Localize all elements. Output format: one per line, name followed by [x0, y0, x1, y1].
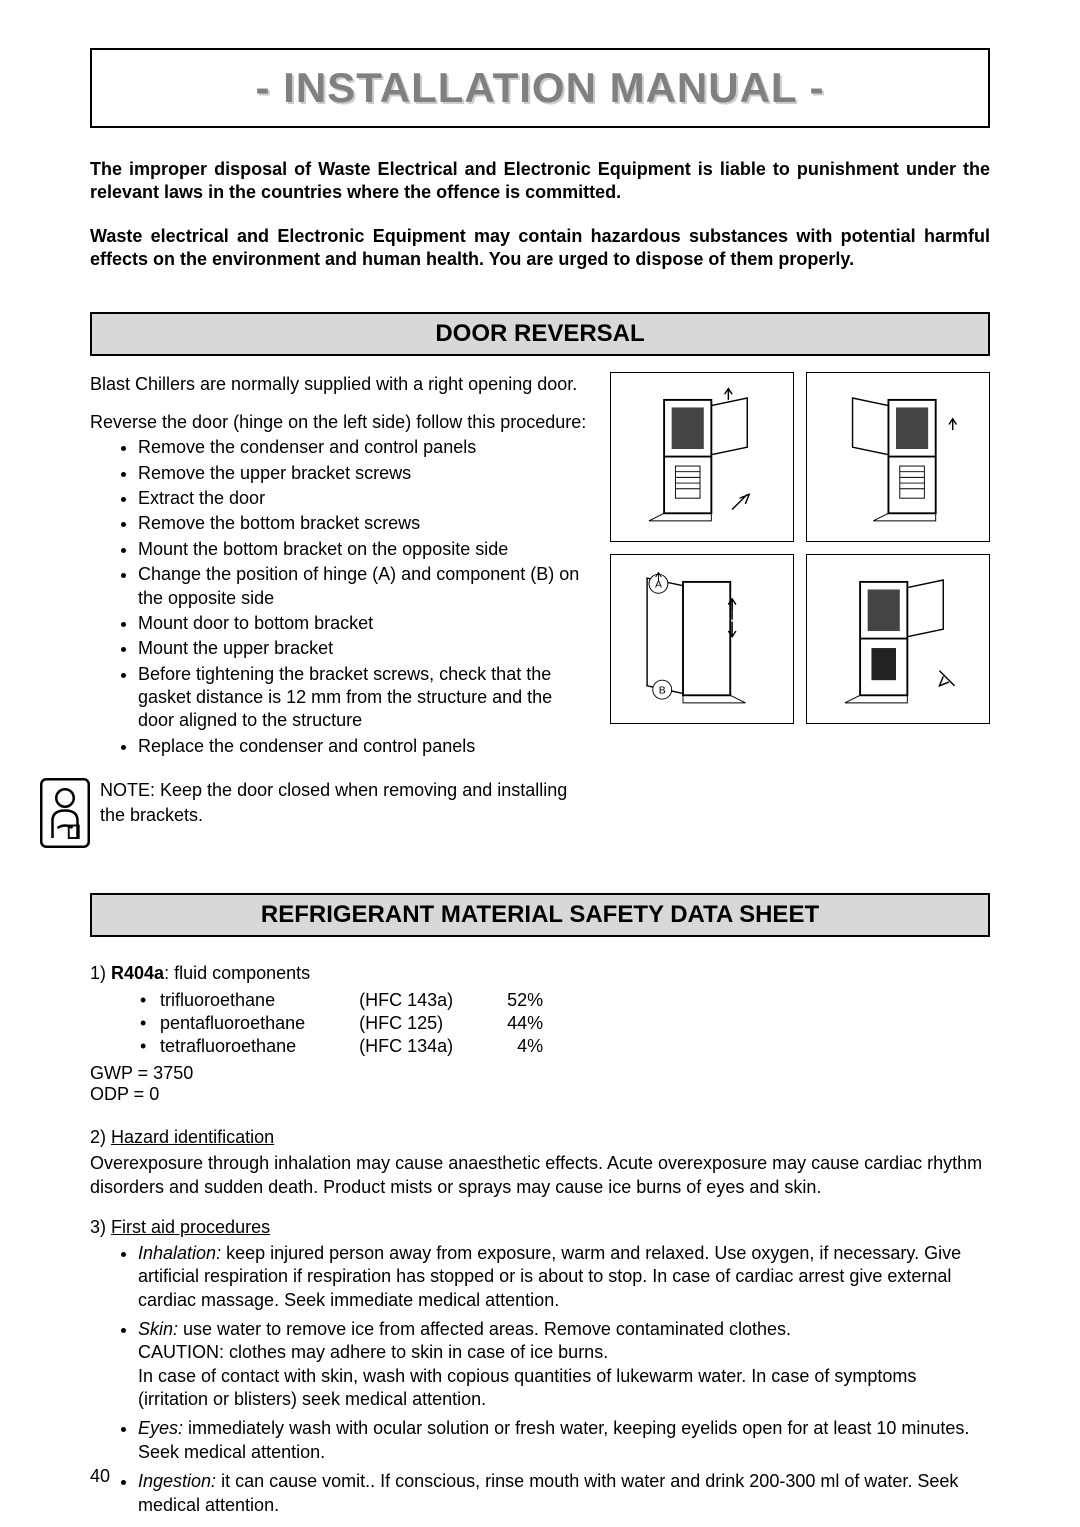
odp-line: ODP = 0	[90, 1084, 990, 1105]
door-figure-4	[806, 554, 990, 724]
s2-title: Hazard identification	[111, 1127, 274, 1147]
comp-pct: 4%	[507, 1036, 595, 1057]
comp-code: (HFC 134a)	[359, 1036, 505, 1057]
components-table: •trifluoroethane (HFC 143a) 52% •pentafl…	[138, 988, 597, 1059]
component-row: •pentafluoroethane (HFC 125) 44%	[140, 1013, 595, 1034]
fa-text: use water to remove ice from affected ar…	[138, 1319, 916, 1409]
s1-rest: : fluid components	[164, 963, 310, 983]
comp-name: trifluoroethane	[160, 990, 275, 1010]
door-step: Remove the condenser and control panels	[138, 436, 590, 459]
gwp-line: GWP = 3750	[90, 1063, 990, 1084]
door-step: Before tightening the bracket screws, ch…	[138, 663, 590, 733]
appliance-left-open-icon	[816, 381, 980, 532]
door-note: NOTE: Keep the door closed when removing…	[100, 778, 590, 827]
s2-label: 2)	[90, 1127, 111, 1147]
door-step: Extract the door	[138, 487, 590, 510]
fa-text: immediately wash with ocular solution or…	[138, 1418, 969, 1461]
door-figure-1	[610, 372, 794, 542]
component-row: •trifluoroethane (HFC 143a) 52%	[140, 990, 595, 1011]
section-header-refrigerant: REFRIGERANT MATERIAL SAFETY DATA SHEET	[90, 893, 990, 937]
s3-title: First aid procedures	[111, 1217, 270, 1237]
door-hinge-detail-icon: A B	[620, 563, 784, 714]
door-figures: A B	[610, 372, 990, 854]
door-step: Remove the upper bracket screws	[138, 462, 590, 485]
door-step: Mount door to bottom bracket	[138, 612, 590, 635]
door-step: Change the position of hinge (A) and com…	[138, 563, 590, 610]
door-figure-3: A B	[610, 554, 794, 724]
r404a-heading: 1) R404a: fluid components	[90, 961, 990, 985]
fa-lead: Inhalation:	[138, 1243, 221, 1263]
appliance-reassemble-icon	[816, 563, 980, 714]
door-step: Mount the upper bracket	[138, 637, 590, 660]
hazard-heading: 2) Hazard identification	[90, 1125, 990, 1149]
intro-paragraph-1: The improper disposal of Waste Electrica…	[90, 158, 990, 205]
component-row: •tetrafluoroethane (HFC 134a) 4%	[140, 1036, 595, 1057]
fa-text: keep injured person away from exposure, …	[138, 1243, 961, 1310]
hazard-body: Overexposure through inhalation may caus…	[90, 1151, 990, 1200]
title-frame: - INSTALLATION MANUAL -	[90, 48, 990, 128]
first-aid-item: Eyes: immediately wash with ocular solut…	[138, 1417, 990, 1464]
comp-pct: 44%	[507, 1013, 595, 1034]
door-step: Remove the bottom bracket screws	[138, 512, 590, 535]
s3-label: 3)	[90, 1217, 111, 1237]
fa-lead: Skin:	[138, 1319, 178, 1339]
door-step: Replace the condenser and control panels	[138, 735, 590, 758]
fa-lead: Eyes:	[138, 1418, 183, 1438]
door-line-2: Reverse the door (hinge on the left side…	[90, 410, 590, 434]
door-reversal-text: Blast Chillers are normally supplied wit…	[90, 372, 590, 854]
comp-code: (HFC 143a)	[359, 990, 505, 1011]
first-aid-item: Ingestion: it can cause vomit.. If consc…	[138, 1470, 990, 1517]
first-aid-heading: 3) First aid procedures	[90, 1215, 990, 1239]
door-note-row: NOTE: Keep the door closed when removing…	[90, 778, 590, 853]
door-figure-2	[806, 372, 990, 542]
s1-bold: R404a	[111, 963, 164, 983]
note-person-icon	[40, 778, 90, 853]
door-reversal-content: Blast Chillers are normally supplied wit…	[90, 372, 990, 854]
page-number: 40	[90, 1466, 110, 1487]
svg-text:B: B	[659, 685, 666, 696]
first-aid-item: Inhalation: keep injured person away fro…	[138, 1242, 990, 1312]
section-header-door-reversal: DOOR REVERSAL	[90, 312, 990, 356]
comp-code: (HFC 125)	[359, 1013, 505, 1034]
comp-name: tetrafluoroethane	[160, 1036, 296, 1056]
comp-name: pentafluoroethane	[160, 1013, 305, 1033]
door-step: Mount the bottom bracket on the opposite…	[138, 538, 590, 561]
appliance-right-open-icon	[620, 381, 784, 532]
first-aid-item: Skin: use water to remove ice from affec…	[138, 1318, 990, 1412]
intro-paragraph-2: Waste electrical and Electronic Equipmen…	[90, 225, 990, 272]
s1-label: 1)	[90, 963, 111, 983]
first-aid-list: Inhalation: keep injured person away fro…	[90, 1242, 990, 1517]
door-line-1: Blast Chillers are normally supplied wit…	[90, 372, 590, 396]
fa-lead: Ingestion:	[138, 1471, 216, 1491]
comp-pct: 52%	[507, 990, 595, 1011]
fa-text: it can cause vomit.. If conscious, rinse…	[138, 1471, 958, 1514]
door-steps-list: Remove the condenser and control panels …	[90, 436, 590, 758]
page-title: - INSTALLATION MANUAL -	[102, 64, 978, 112]
